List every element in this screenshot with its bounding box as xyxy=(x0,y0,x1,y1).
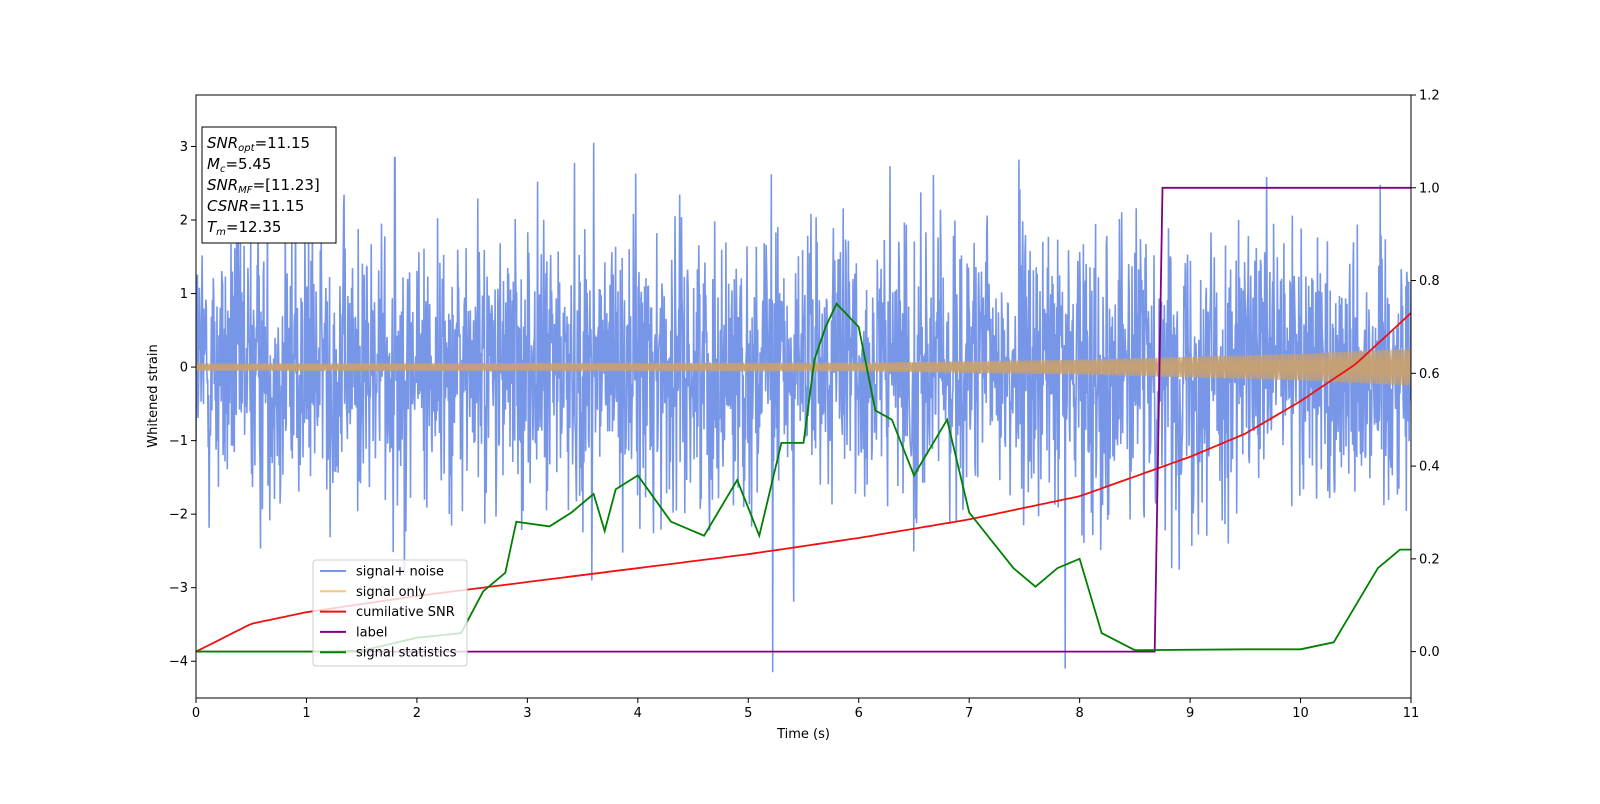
annotation-subscript: m xyxy=(216,227,226,238)
x-tick-label: 2 xyxy=(413,706,421,721)
y-tick-label: −1 xyxy=(169,434,188,449)
annotation-value: =[11.23] xyxy=(253,176,320,194)
series-label-line xyxy=(196,186,1411,653)
x-tick-label: 9 xyxy=(1186,706,1194,721)
annotation-line: Tm=12.35 xyxy=(207,218,281,238)
series-signal-noise-line xyxy=(196,142,1411,673)
y2-tick-label: 0.0 xyxy=(1419,645,1440,660)
series-signal-statistics-line xyxy=(196,302,1411,653)
x-tick-label: 7 xyxy=(965,706,973,721)
legend-entry: signal only xyxy=(356,585,426,600)
y2-tick-label: 0.2 xyxy=(1419,552,1440,567)
x-tick-label: 6 xyxy=(855,706,863,721)
legend-entry: signal+ noise xyxy=(356,565,444,580)
y-axis-left: −4 −3 −2 −1 0 1 2 3 xyxy=(169,140,196,670)
y2-tick-label: 1.2 xyxy=(1419,89,1440,104)
annotation-subscript: c xyxy=(220,164,226,175)
x-axis: 0 1 2 3 4 5 6 7 8 9 10 11 xyxy=(192,698,1419,721)
annotation-label: SNR xyxy=(207,176,238,194)
y2-tick-label: 0.8 xyxy=(1419,274,1440,289)
x-tick-label: 3 xyxy=(523,706,531,721)
annotation-line: Mc=5.45 xyxy=(207,155,271,175)
y-tick-label: −2 xyxy=(169,508,188,523)
x-axis-label: Time (s) xyxy=(776,727,830,742)
y2-tick-label: 0.4 xyxy=(1419,460,1440,475)
annotation-label: CSNR xyxy=(207,197,249,215)
y-axis-right: 0.0 0.2 0.4 0.6 0.8 1.0 1.2 xyxy=(1411,89,1440,660)
annotation-label: SNR xyxy=(207,134,238,152)
legend-entry: signal statistics xyxy=(356,646,457,661)
annotation-label: M xyxy=(207,155,220,173)
annotation-subscript: MF xyxy=(238,185,253,196)
y-tick-label: 3 xyxy=(180,140,188,155)
x-tick-label: 8 xyxy=(1075,706,1083,721)
y2-tick-label: 0.6 xyxy=(1419,367,1440,382)
y-tick-label: 2 xyxy=(180,214,188,229)
x-tick-label: 10 xyxy=(1292,706,1309,721)
x-tick-label: 11 xyxy=(1403,706,1420,721)
x-tick-label: 4 xyxy=(634,706,642,721)
y-tick-label: 0 xyxy=(180,361,188,376)
legend-entry: label xyxy=(356,625,387,640)
x-tick-label: 0 xyxy=(192,706,200,721)
series-signal-only-line xyxy=(196,348,1411,386)
annotation-line: CSNR=11.15 xyxy=(207,197,304,215)
annotation-value: =5.45 xyxy=(225,155,271,173)
annotation-box: SNRopt=11.15Mc=5.45SNRMF=[11.23]CSNR=11.… xyxy=(201,126,337,244)
annotation-line: SNRopt=11.15 xyxy=(207,134,310,154)
annotation-value: =12.35 xyxy=(226,218,282,236)
annotation-value: =11.15 xyxy=(255,134,311,152)
legend-entry: cumilative SNR xyxy=(356,605,455,620)
annotation-frame xyxy=(201,126,337,244)
annotation-line: SNRMF=[11.23] xyxy=(207,176,320,196)
y-tick-label: −3 xyxy=(169,581,188,596)
y2-tick-label: 1.0 xyxy=(1419,181,1440,196)
legend: signal+ noise signal only cumilative SNR la… xyxy=(312,559,468,667)
y-axis-label: Whitened strain xyxy=(146,344,161,447)
plot-frame xyxy=(195,94,1412,699)
x-tick-label: 1 xyxy=(302,706,310,721)
annotation-value: =11.15 xyxy=(249,197,305,215)
x-tick-label: 5 xyxy=(744,706,752,721)
y-tick-label: −4 xyxy=(169,655,188,670)
annotation-label: T xyxy=(207,218,218,236)
annotation-subscript: opt xyxy=(238,143,255,154)
legend-frame xyxy=(312,559,468,667)
y-tick-label: 1 xyxy=(180,287,188,302)
